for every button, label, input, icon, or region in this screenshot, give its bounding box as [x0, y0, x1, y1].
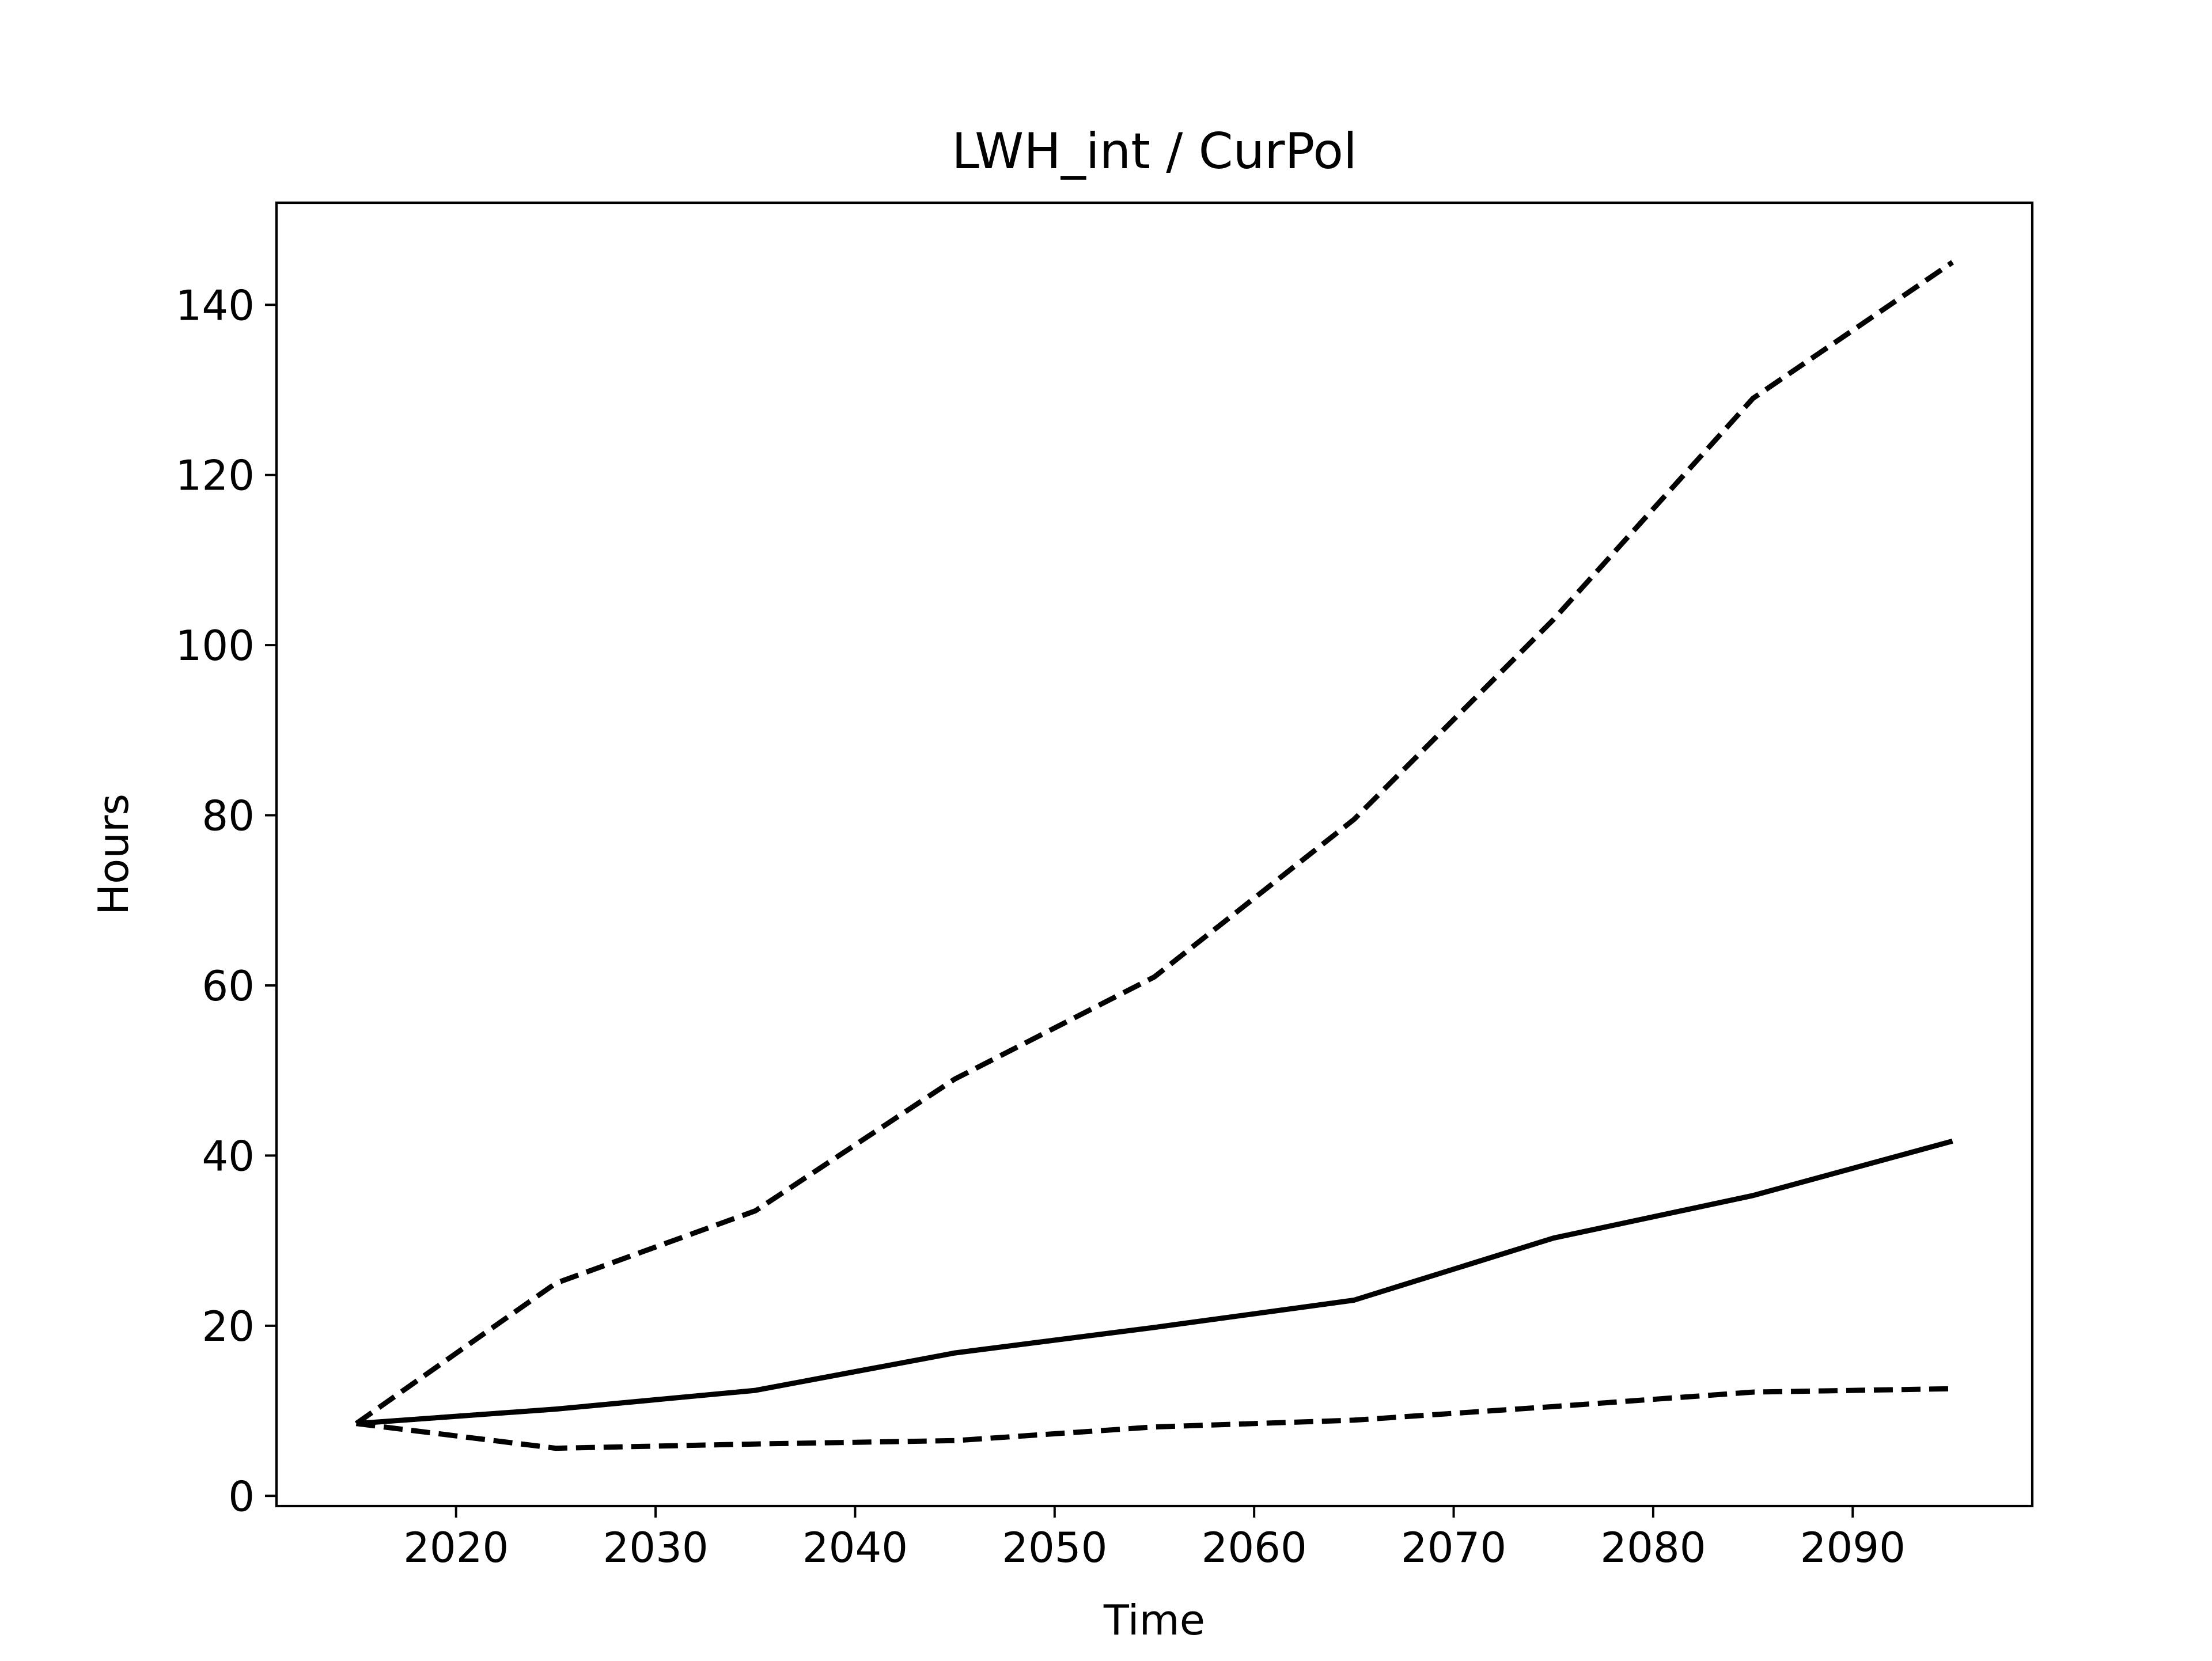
x-axis-ticks: 2020 2030 2040 2050 2060 2070 2080 2090	[403, 1506, 1906, 1572]
series-line-solid-1	[356, 1138, 1953, 1427]
series-line-dashed-3	[355, 1386, 1953, 1451]
y-tick-label: 40	[202, 1132, 255, 1180]
y-tick-label: 80	[202, 792, 255, 840]
chart-title: LWH_int / CurPol	[952, 123, 1357, 180]
x-tick-label: 2080	[1600, 1523, 1706, 1572]
series-layer	[354, 260, 1955, 1451]
y-tick-label: 120	[176, 452, 255, 500]
x-tick-label: 2030	[603, 1523, 708, 1572]
y-axis-label: Hours	[89, 794, 138, 915]
x-tick-label: 2040	[802, 1523, 908, 1572]
y-tick-label: 20	[202, 1302, 255, 1351]
y-tick-label: 0	[228, 1472, 255, 1520]
x-tick-label: 2090	[1800, 1523, 1906, 1572]
y-tick-label: 60	[202, 962, 255, 1010]
x-axis-label: Time	[1103, 1596, 1205, 1644]
x-tick-label: 2070	[1401, 1523, 1506, 1572]
series-line-dashed-2	[354, 260, 1955, 1426]
plot-frame	[275, 201, 2034, 1508]
x-tick-label: 2020	[403, 1523, 509, 1572]
y-axis-ticks: 0 20 40 60 80 100 120 140	[176, 281, 276, 1520]
y-tick-label: 140	[176, 281, 255, 329]
y-tick-label: 100	[176, 621, 255, 670]
x-tick-label: 2060	[1202, 1523, 1307, 1572]
x-tick-label: 2050	[1002, 1523, 1107, 1572]
